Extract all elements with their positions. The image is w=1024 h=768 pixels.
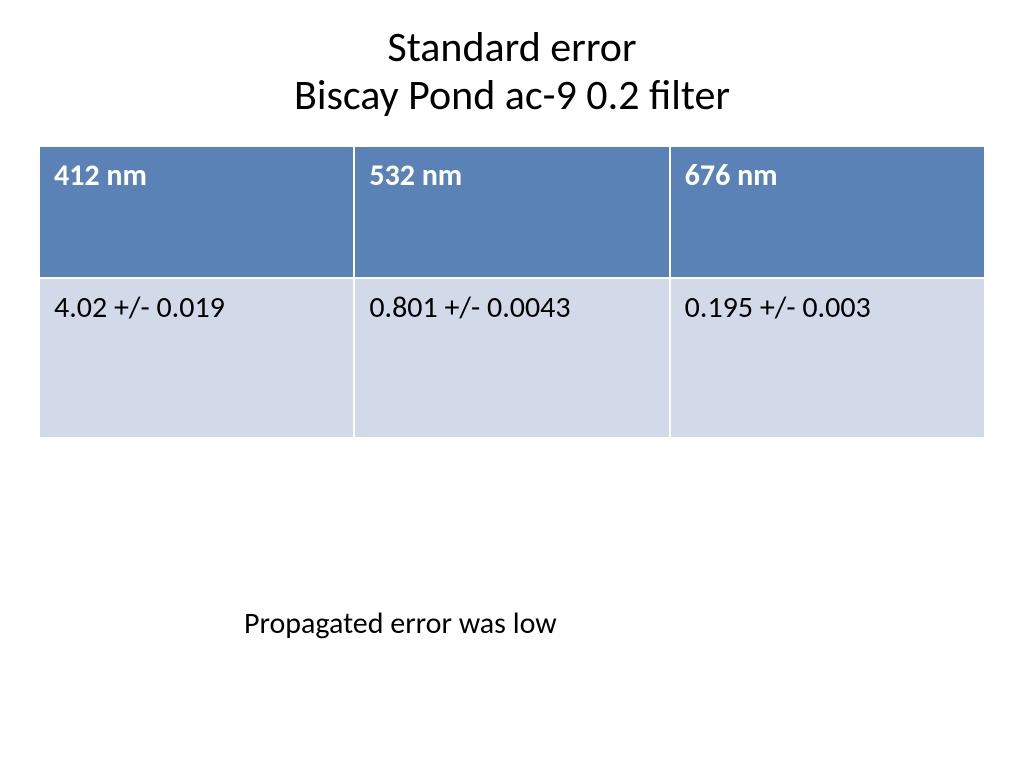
value-cell-0: 4.02 +/- 0.019 <box>39 278 354 438</box>
slide-title: Standard error Biscay Pond ac-9 0.2 filt… <box>0 24 1024 121</box>
header-cell-0: 412 nm <box>39 146 354 278</box>
footnote-text: Propagated error was low <box>244 605 557 642</box>
title-line-1: Standard error <box>0 24 1024 72</box>
table-row: 4.02 +/- 0.019 0.801 +/- 0.0043 0.195 +/… <box>39 278 985 438</box>
data-table: 412 nm 532 nm 676 nm 4.02 +/- 0.019 0.80… <box>38 145 986 439</box>
header-cell-1: 532 nm <box>354 146 669 278</box>
header-cell-2: 676 nm <box>670 146 985 278</box>
table-header-row: 412 nm 532 nm 676 nm <box>39 146 985 278</box>
value-cell-1: 0.801 +/- 0.0043 <box>354 278 669 438</box>
value-cell-2: 0.195 +/- 0.003 <box>670 278 985 438</box>
slide: Standard error Biscay Pond ac-9 0.2 filt… <box>0 0 1024 768</box>
title-line-2: Biscay Pond ac-9 0.2 filter <box>0 72 1024 120</box>
